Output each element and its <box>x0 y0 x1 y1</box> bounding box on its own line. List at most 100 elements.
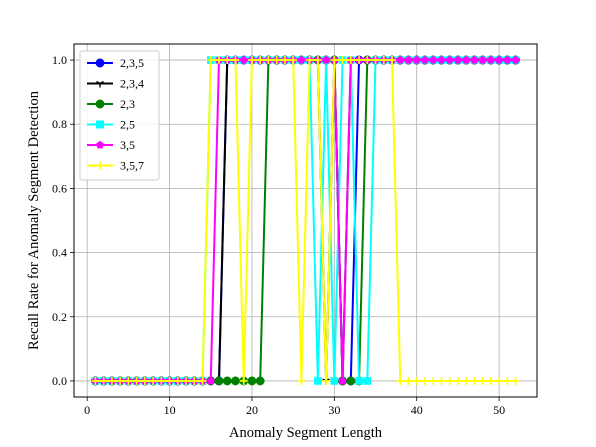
data-point <box>462 376 471 385</box>
legend-marker <box>96 140 104 149</box>
data-point <box>445 376 454 385</box>
data-point <box>206 56 215 65</box>
data-point <box>124 376 133 385</box>
data-point <box>470 376 479 385</box>
legend-label: 2,3,4 <box>120 77 144 91</box>
data-point <box>420 55 429 64</box>
legend-label: 2,3,5 <box>120 56 144 70</box>
data-point <box>379 56 388 65</box>
data-point <box>404 376 413 385</box>
data-point <box>412 55 421 64</box>
data-point <box>231 376 240 386</box>
data-point <box>371 56 380 65</box>
y-tick-label: 0.0 <box>52 374 67 388</box>
data-point <box>429 376 438 385</box>
y-tick-label: 0.2 <box>52 310 67 324</box>
data-point <box>363 377 372 385</box>
data-point <box>214 376 224 386</box>
data-point <box>437 376 446 385</box>
data-point <box>396 55 405 64</box>
data-point <box>453 55 462 64</box>
plot-frame <box>73 43 538 398</box>
y-tick-label: 0.4 <box>52 246 67 260</box>
data-point <box>305 56 314 65</box>
series-layer <box>90 55 521 386</box>
data-point <box>412 376 421 385</box>
data-point <box>355 377 363 385</box>
data-point <box>503 376 512 385</box>
y-axis-label: Recall Rate for Anomaly Segment Detectio… <box>26 90 42 350</box>
legend-item: 3,5 <box>87 138 135 152</box>
data-point <box>429 55 438 64</box>
data-point <box>338 56 347 65</box>
x-tick-label: 50 <box>493 403 505 417</box>
x-axis-label: Anomaly Segment Length <box>229 425 383 441</box>
data-point <box>478 376 487 385</box>
data-point <box>239 55 248 64</box>
data-point <box>338 376 347 385</box>
data-point <box>223 56 232 65</box>
x-tick-label: 0 <box>84 403 90 417</box>
data-point <box>420 376 429 385</box>
data-point <box>314 377 322 385</box>
x-tick-label: 40 <box>411 403 423 417</box>
legend-label: 2,3 <box>120 97 135 111</box>
y-tick-label: 0.6 <box>52 181 67 195</box>
data-point <box>388 56 397 65</box>
legend-marker <box>96 80 104 88</box>
data-point <box>272 56 281 65</box>
data-point <box>297 376 306 385</box>
data-point <box>132 376 141 385</box>
data-point <box>346 376 356 386</box>
legend-marker <box>96 120 104 129</box>
data-point <box>239 376 248 385</box>
data-point <box>322 55 331 64</box>
data-point <box>247 56 256 65</box>
data-point <box>363 56 372 65</box>
data-point <box>182 376 191 385</box>
data-point <box>445 55 454 64</box>
data-point <box>322 376 331 385</box>
series-3-5-7 <box>91 56 520 385</box>
data-point <box>346 56 355 65</box>
data-point <box>222 376 232 386</box>
legend-item: 2,3,4 <box>87 77 144 91</box>
axis-ticks: 0 10 20 30 40 50 0.0 0.2 0.4 0.6 0.8 1.0 <box>52 53 505 417</box>
legend-label: 3,5 <box>120 138 135 152</box>
legend-marker <box>95 58 105 68</box>
legend: 2,3,5 2,3,4 2,3 2,5 3,5 3,5,7 <box>79 50 160 181</box>
data-point <box>165 376 174 385</box>
data-point <box>173 376 182 385</box>
data-point <box>495 376 504 385</box>
x-tick-label: 20 <box>246 403 258 417</box>
data-point <box>470 55 479 64</box>
data-point <box>190 376 199 385</box>
legend-marker <box>95 99 105 109</box>
data-point <box>280 56 289 65</box>
data-point <box>495 55 504 64</box>
data-point <box>396 376 405 385</box>
series-line <box>95 59 516 382</box>
legend-item: 2,5 <box>87 118 135 132</box>
data-point <box>289 56 298 65</box>
x-tick-label: 10 <box>164 403 176 417</box>
data-point <box>256 56 265 65</box>
data-point <box>511 55 520 64</box>
data-point <box>91 376 100 385</box>
data-point <box>214 56 223 65</box>
legend-item: 2,3,5 <box>87 56 144 70</box>
legend-item: 2,3 <box>87 97 135 111</box>
data-point <box>511 376 520 385</box>
data-point <box>297 55 306 64</box>
data-point <box>247 376 257 386</box>
data-point <box>157 376 166 385</box>
data-point <box>462 55 471 64</box>
data-point <box>404 55 413 64</box>
legend-marker <box>96 161 104 170</box>
legend-item: 3,5,7 <box>87 159 144 173</box>
data-point <box>313 56 322 65</box>
y-tick-label: 1.0 <box>52 53 67 67</box>
legend-label: 2,5 <box>120 118 135 132</box>
data-point <box>330 56 339 65</box>
